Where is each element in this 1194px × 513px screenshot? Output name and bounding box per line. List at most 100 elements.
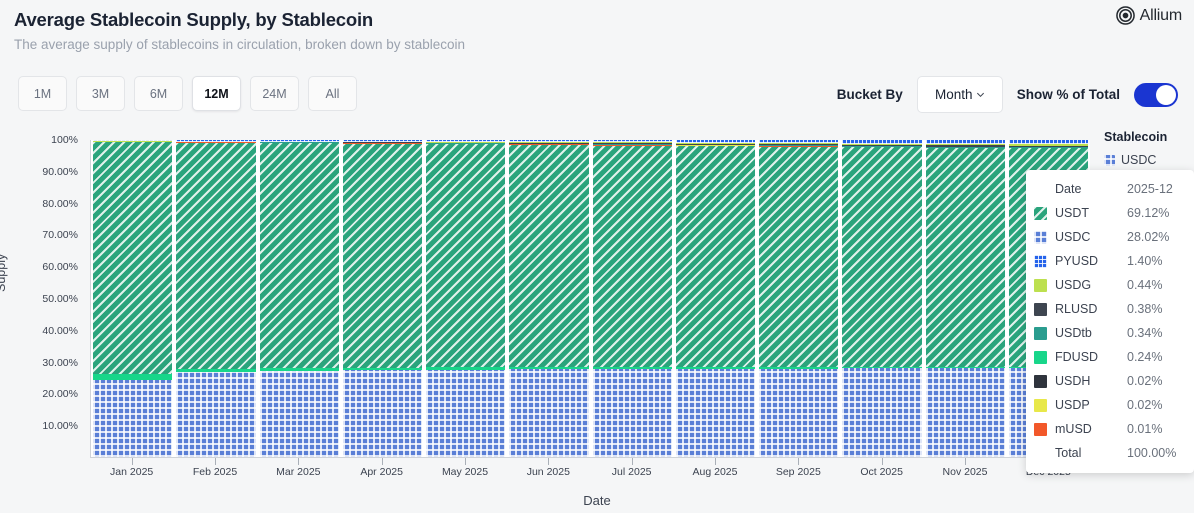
tooltip-swatch-icon bbox=[1034, 302, 1047, 316]
bar-slot[interactable] bbox=[674, 140, 757, 457]
bar-slot[interactable] bbox=[424, 140, 507, 457]
bar-segment-usdc bbox=[675, 368, 755, 457]
bar-segment-musd bbox=[592, 144, 672, 146]
stacked-bar[interactable] bbox=[426, 140, 506, 457]
bar-segment-pyusd bbox=[259, 140, 339, 142]
stacked-bar[interactable] bbox=[925, 140, 1005, 457]
allium-concentric-circles-icon bbox=[1115, 6, 1135, 25]
y-axis-tick-label: 40.00% bbox=[42, 324, 78, 337]
bucket-by-value: Month bbox=[934, 87, 973, 102]
bar-segment-usdt bbox=[426, 144, 506, 368]
stacked-bar[interactable] bbox=[259, 140, 339, 457]
x-axis-tick-mark bbox=[548, 458, 550, 465]
bar-segment-rlusd bbox=[759, 144, 839, 146]
tooltip-date-value: 2025-12 bbox=[1127, 182, 1173, 196]
show-percent-toggle[interactable] bbox=[1134, 82, 1178, 107]
tooltip-series-value: 69.12% bbox=[1127, 206, 1170, 220]
x-axis-tick-mark bbox=[381, 458, 383, 465]
x-axis-tick-label: Jun 2025 bbox=[526, 466, 570, 478]
x-axis-tick-label: Feb 2025 bbox=[192, 466, 238, 478]
range-button-1m[interactable]: 1M bbox=[18, 76, 67, 111]
bar-segment-pyusd bbox=[759, 140, 839, 144]
tooltip-total-value: 100.00% bbox=[1127, 446, 1177, 460]
x-axis-tick-mark bbox=[631, 458, 633, 465]
stacked-bar[interactable] bbox=[176, 140, 256, 457]
range-button-3m[interactable]: 3M bbox=[76, 76, 125, 111]
page-title: Average Stablecoin Supply, by Stablecoin bbox=[14, 9, 374, 30]
y-axis-tick-label: 100% bbox=[51, 134, 78, 146]
bar-slot[interactable] bbox=[591, 140, 674, 457]
plot-area[interactable] bbox=[90, 140, 1090, 458]
bar-slot[interactable] bbox=[174, 140, 257, 457]
stacked-bar[interactable] bbox=[675, 140, 755, 457]
bar-segment-usdc bbox=[759, 368, 839, 457]
bar-slot[interactable] bbox=[91, 140, 174, 457]
stacked-bar-series bbox=[91, 140, 1090, 457]
legend-item-usdc[interactable]: USDC bbox=[1104, 153, 1167, 167]
stacked-bar[interactable] bbox=[509, 140, 589, 457]
tooltip-total-label: Total bbox=[1055, 446, 1082, 460]
stacked-bar[interactable] bbox=[93, 140, 173, 457]
x-axis-tick-mark bbox=[965, 458, 966, 465]
x-axis-tick-mark bbox=[131, 458, 133, 465]
bar-segment-musd bbox=[426, 143, 506, 145]
tooltip-series-value: 1.40% bbox=[1127, 254, 1163, 268]
bar-slot[interactable] bbox=[341, 140, 424, 457]
bar-segment-usdt bbox=[842, 147, 922, 368]
y-axis-tick-label: 70.00% bbox=[42, 229, 78, 242]
bar-segment-pyusd bbox=[592, 140, 672, 143]
bar-segment-pyusd bbox=[675, 140, 755, 143]
brand-name: Allium bbox=[1139, 6, 1183, 24]
tooltip-series-value: 0.02% bbox=[1127, 398, 1163, 412]
tooltip-row: USDG 0.44% bbox=[1034, 273, 1184, 297]
chart-tooltip: Date 2025-12 USDT 69.12% USDC 28.02% PYUSD 1.… bbox=[1026, 170, 1194, 473]
tooltip-row: USDH 0.02% bbox=[1034, 369, 1184, 393]
bar-slot[interactable] bbox=[258, 140, 341, 457]
tooltip-date-row: Date 2025-12 bbox=[1034, 177, 1184, 201]
stacked-bar[interactable] bbox=[342, 140, 422, 457]
tooltip-total-row: Total 100.00% bbox=[1034, 441, 1184, 465]
bar-slot[interactable] bbox=[507, 140, 590, 457]
bar-slot[interactable] bbox=[757, 140, 840, 457]
tooltip-row: USDP 0.02% bbox=[1034, 393, 1184, 417]
tooltip-rows: USDT 69.12% USDC 28.02% PYUSD 1.40% USDG 0.44% R… bbox=[1034, 201, 1184, 441]
bar-segment-usdt bbox=[259, 143, 339, 369]
tooltip-row: USDC 28.02% bbox=[1034, 225, 1184, 249]
bar-segment-usdg bbox=[675, 142, 755, 144]
tooltip-series-name: USDC bbox=[1055, 230, 1091, 244]
range-button-all[interactable]: All bbox=[308, 76, 357, 111]
tooltip-row: USDT 69.12% bbox=[1034, 201, 1184, 225]
show-percent-label: Show % of Total bbox=[1016, 87, 1120, 102]
x-axis-tick-label: Oct 2025 bbox=[860, 466, 903, 478]
y-axis-tick-label: 90.00% bbox=[42, 165, 78, 178]
bar-segment-usdtb bbox=[842, 146, 922, 147]
range-button-12m[interactable]: 12M bbox=[192, 76, 241, 111]
bar-segment-usdc bbox=[426, 369, 506, 457]
x-axis-tick-label: May 2025 bbox=[441, 466, 489, 478]
x-axis-tick-mark bbox=[465, 458, 466, 465]
bucket-by-select[interactable]: Month bbox=[916, 76, 1003, 113]
stacked-bar[interactable] bbox=[759, 140, 839, 457]
bar-segment-pyusd bbox=[93, 140, 173, 142]
page-subtitle: The average supply of stablecoins in cir… bbox=[14, 37, 466, 52]
tooltip-swatch-icon bbox=[1034, 398, 1047, 412]
stacked-bar[interactable] bbox=[592, 140, 672, 457]
range-button-6m[interactable]: 6M bbox=[134, 76, 183, 111]
x-axis-tick-label: Apr 2025 bbox=[360, 466, 403, 478]
range-button-24m[interactable]: 24M bbox=[250, 76, 299, 111]
stacked-bar[interactable] bbox=[842, 140, 922, 457]
x-axis-tick-label: Aug 2025 bbox=[692, 466, 738, 478]
bar-segment-fdusd bbox=[592, 367, 672, 369]
tooltip-swatch-icon bbox=[1034, 278, 1047, 292]
tooltip-series-name: mUSD bbox=[1055, 422, 1092, 436]
chevron-down-icon bbox=[976, 92, 984, 98]
tooltip-series-value: 0.34% bbox=[1127, 326, 1163, 340]
tooltip-series-name: USDT bbox=[1055, 206, 1090, 220]
bar-slot[interactable] bbox=[840, 140, 923, 457]
x-axis-tick-label: Sep 2025 bbox=[775, 466, 821, 478]
brand-logo: Allium bbox=[1115, 6, 1183, 25]
chart-toolbar: 1M 3M 6M 12M 24M All Bucket By Month Show % o… bbox=[0, 76, 1194, 114]
bar-segment-rlusd bbox=[592, 143, 672, 145]
bar-slot[interactable] bbox=[924, 140, 1007, 457]
